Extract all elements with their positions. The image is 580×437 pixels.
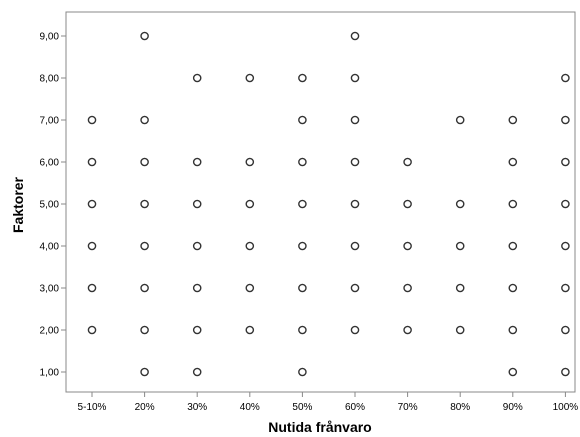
data-point [140,199,149,209]
x-tick-label: 40% [240,402,260,413]
data-point [350,157,360,167]
data-point [350,283,360,293]
data-point [87,325,97,335]
data-point [245,73,255,83]
x-axis: 5-10% 20% 30% 40% 50% 60% 70% 80% 90% 100% [78,392,579,413]
y-axis-title: Faktorer [10,176,26,233]
data-point [298,73,307,83]
data-point [561,283,570,293]
data-points [87,31,570,377]
data-point [87,157,97,167]
data-point [508,157,518,167]
y-tick-label: 3,00 [40,284,60,295]
data-point [508,367,518,377]
y-tick-label: 1,00 [40,368,60,379]
data-point [561,325,570,335]
data-point [455,199,465,209]
data-point [350,325,360,335]
data-point [192,241,202,251]
data-point [140,283,149,293]
x-tick-label: 60% [345,402,365,413]
data-point [245,241,255,251]
data-point [561,73,570,83]
x-tick-label: 100% [553,402,579,413]
data-point [298,325,307,335]
data-point [403,241,412,251]
x-tick-label: 50% [292,402,312,413]
data-point [140,115,149,125]
data-point [455,325,465,335]
y-tick-label: 6,00 [40,158,60,169]
data-point [561,367,570,377]
data-point [561,115,570,125]
data-point [298,283,307,293]
data-point [140,325,149,335]
data-point [350,73,360,83]
data-point [508,241,518,251]
data-point [455,115,465,125]
data-point [140,157,149,167]
data-point [87,199,97,209]
data-point [192,157,202,167]
data-point [455,283,465,293]
x-tick-label: 70% [398,402,418,413]
data-point [140,241,149,251]
data-point [245,199,255,209]
data-point [192,73,202,83]
data-point [140,31,149,41]
data-point [192,325,202,335]
y-tick-label: 5,00 [40,200,60,211]
x-tick-label: 5-10% [78,402,107,413]
y-tick-label: 7,00 [40,116,60,127]
data-point [508,325,518,335]
data-point [245,157,255,167]
data-point [561,157,570,167]
data-point [403,283,412,293]
data-point [403,157,412,167]
data-point [508,199,518,209]
x-axis-title: Nutida frånvaro [268,419,371,435]
data-point [350,241,360,251]
data-point [561,199,570,209]
data-point [192,367,202,377]
data-point [403,199,412,209]
y-tick-label: 2,00 [40,326,60,337]
y-axis: 1,00 2,00 3,00 4,00 5,00 6,00 7,00 8,00 9,00 [40,32,66,379]
data-point [192,199,202,209]
data-point [87,241,97,251]
data-point [403,325,412,335]
data-point [350,199,360,209]
data-point [245,325,255,335]
data-point [87,115,97,125]
data-point [298,367,307,377]
data-point [87,283,97,293]
data-point [350,115,360,125]
x-tick-label: 20% [135,402,155,413]
x-tick-label: 90% [503,402,523,413]
data-point [298,115,307,125]
data-point [508,115,518,125]
data-point [298,157,307,167]
y-tick-label: 8,00 [40,74,60,85]
data-point [298,199,307,209]
x-tick-label: 80% [450,402,470,413]
data-point [561,241,570,251]
y-tick-label: 4,00 [40,242,60,253]
data-point [350,31,360,41]
y-tick-label: 9,00 [40,32,60,43]
plot-area [65,11,576,393]
data-point [245,283,255,293]
data-point [192,283,202,293]
x-tick-label: 30% [187,402,207,413]
data-point [298,241,307,251]
data-point [508,283,518,293]
data-point [140,367,149,377]
data-point [455,241,465,251]
